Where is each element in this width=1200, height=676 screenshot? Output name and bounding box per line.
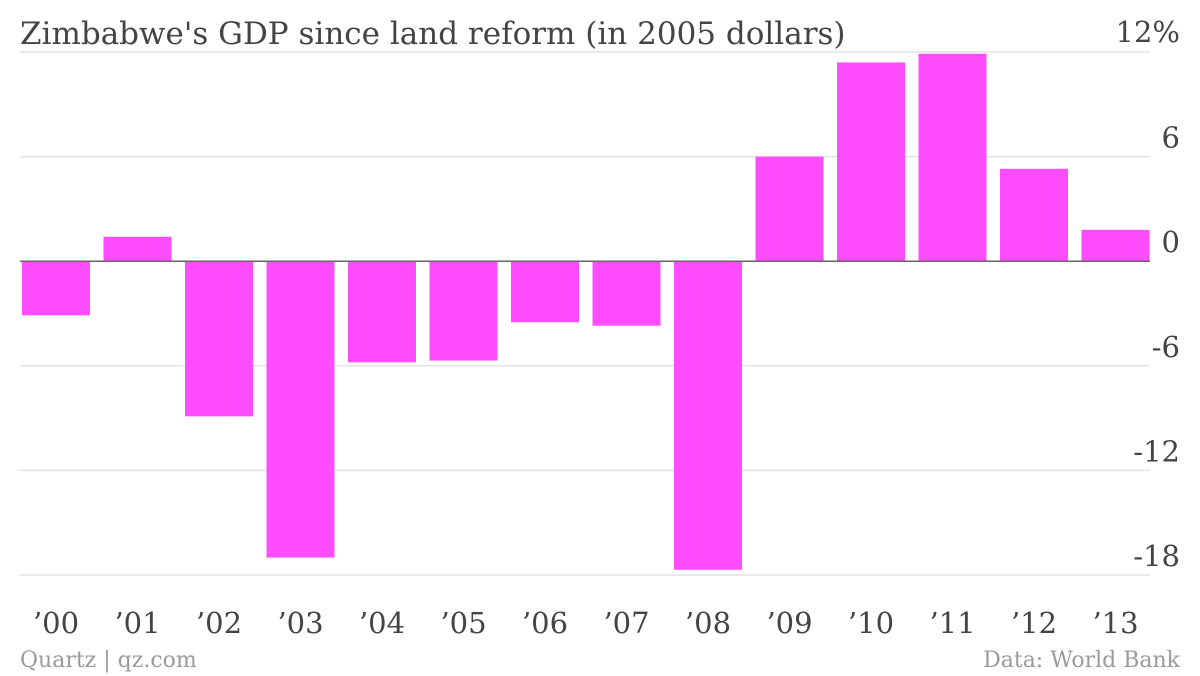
x-tick-label: ’09 (766, 606, 812, 640)
y-tick-label: -18 (1133, 539, 1180, 573)
x-axis-ticks: ’00 ’01 ’02 ’03 ’04 ’05 ’06 ’07 ’08 ’09 ’10 ’11 ’12 ’… (33, 606, 1139, 640)
x-tick-label: ’11 (929, 606, 975, 640)
y-tick-label: 12% (1116, 15, 1180, 49)
x-tick-label: ’12 (1011, 606, 1057, 640)
bar-6 (511, 261, 579, 323)
bar-2 (185, 261, 253, 417)
bar-7 (592, 261, 661, 326)
chart-title: Zimbabwe's GDP since land reform (in 200… (20, 16, 846, 52)
bars (22, 53, 1150, 570)
x-tick-label: ’04 (359, 606, 405, 640)
bar-12 (1000, 168, 1068, 262)
bar-10 (837, 62, 905, 262)
x-tick-label: ’00 (33, 606, 79, 640)
bar-9 (755, 156, 824, 262)
x-tick-label: ’01 (114, 606, 160, 640)
x-tick-label: ’10 (848, 606, 894, 640)
x-tick-label: ’06 (522, 606, 568, 640)
x-tick-label: ’03 (277, 606, 323, 640)
x-tick-label: ’02 (196, 606, 242, 640)
y-tick-label: -12 (1133, 434, 1180, 468)
bar-11 (918, 53, 987, 262)
source-credit: Quartz | qz.com (20, 648, 197, 673)
x-tick-label: ’08 (685, 606, 731, 640)
bar-8 (674, 261, 742, 570)
data-source: Data: World Bank (983, 648, 1181, 673)
bar-1 (103, 236, 172, 262)
x-tick-label: ’05 (440, 606, 486, 640)
bar-0 (22, 261, 90, 316)
y-axis-ticks: 12% 6 0 -6 -12 -18 (1116, 15, 1180, 573)
y-tick-label: -6 (1152, 330, 1180, 364)
y-tick-label: 0 (1162, 225, 1180, 259)
bar-4 (348, 261, 416, 363)
bar-13 (1081, 229, 1150, 262)
x-tick-label: ’07 (603, 606, 649, 640)
x-tick-label: ’13 (1092, 606, 1138, 640)
bar-3 (266, 261, 335, 558)
bar-5 (429, 261, 498, 361)
y-tick-label: 6 (1162, 121, 1180, 155)
